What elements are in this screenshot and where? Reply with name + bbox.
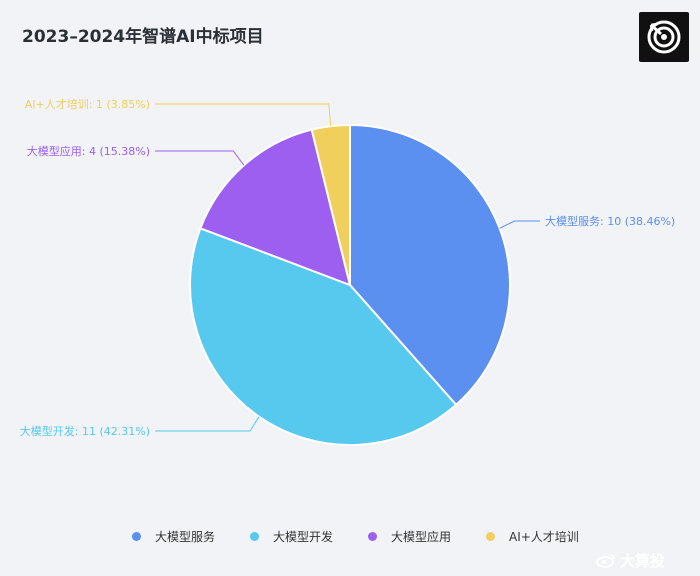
leader-line-3 bbox=[155, 150, 245, 166]
slice-label-3: 大模型应用: 4 (15.38%) bbox=[27, 144, 150, 158]
legend-marker-icon bbox=[132, 531, 141, 541]
leader-line-1 bbox=[499, 220, 540, 229]
legend-label: 大模型开发 bbox=[273, 529, 334, 544]
legend-label: 大模型服务 bbox=[155, 529, 216, 544]
slice-label-1: 大模型服务: 10 (38.46%) bbox=[545, 214, 675, 228]
pie-slice-1 bbox=[349, 123, 511, 407]
legend-item-3[interactable]: 大模型应用 bbox=[368, 524, 451, 548]
legend-item-1[interactable]: 大模型服务 bbox=[132, 524, 215, 548]
leader-line-2 bbox=[155, 416, 260, 432]
legend-label: 大模型应用 bbox=[391, 529, 452, 544]
logo-icon bbox=[639, 12, 689, 62]
pie-slice-2 bbox=[189, 226, 458, 446]
legend-marker-icon bbox=[486, 531, 495, 541]
chart-title: 2023–2024年智谱AI中标项目 bbox=[22, 27, 264, 47]
legend-item-2[interactable]: 大模型开发 bbox=[250, 524, 333, 548]
legend-label: AI+人才培训 bbox=[509, 529, 579, 544]
slice-label-4: AI+人才培训: 1 (3.85%) bbox=[25, 97, 150, 111]
weibo-icon bbox=[596, 554, 615, 568]
legend-marker-icon bbox=[368, 531, 377, 541]
legend-item-4[interactable]: AI+人才培训 bbox=[486, 524, 579, 548]
watermark-text: 大算投 bbox=[620, 551, 666, 570]
slice-label-2: 大模型开发: 11 (42.31%) bbox=[20, 424, 150, 438]
watermark: 大算投 bbox=[596, 548, 665, 572]
pie-slice-3 bbox=[199, 128, 352, 287]
leader-line-4 bbox=[155, 103, 332, 127]
chart-legend: 大模型服务 大模型开发 大模型应用 AI+人才培训 bbox=[0, 524, 700, 548]
legend-marker-icon bbox=[250, 531, 259, 541]
